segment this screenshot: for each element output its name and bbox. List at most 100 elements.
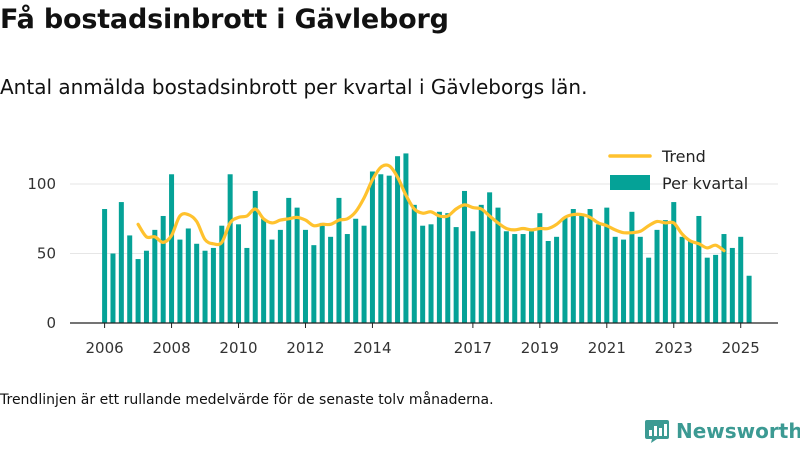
chart-subtitle: Antal anmälda bostadsinbrott per kvartal… <box>0 75 588 99</box>
bar <box>746 275 752 323</box>
bar <box>118 202 124 323</box>
bar <box>478 204 484 323</box>
bar <box>261 218 267 323</box>
y-tick-label: 50 <box>37 245 56 263</box>
bar <box>328 236 334 323</box>
bar <box>612 236 618 323</box>
bar <box>395 156 401 323</box>
bar <box>294 207 300 323</box>
footnote: Trendlinjen är ett rullande medelvärde f… <box>0 392 494 408</box>
trend-line <box>136 163 726 253</box>
bar <box>378 174 384 323</box>
bar <box>629 211 635 323</box>
bar <box>662 220 668 323</box>
bar <box>169 174 175 323</box>
bar <box>369 171 375 323</box>
bar <box>713 254 719 323</box>
bar <box>202 250 208 323</box>
bar <box>152 229 158 323</box>
bar <box>277 229 283 323</box>
bar <box>570 209 576 323</box>
bar <box>302 229 308 323</box>
x-tick-label: 2006 <box>86 339 124 357</box>
bar <box>135 259 141 323</box>
bar <box>520 234 526 323</box>
bar <box>688 240 693 323</box>
newsworthy-logo-icon <box>645 420 669 443</box>
bar <box>704 257 710 323</box>
bar <box>244 247 250 323</box>
bar <box>453 227 459 323</box>
bar <box>177 239 183 323</box>
bar <box>595 224 601 323</box>
x-tick-label: 2012 <box>286 339 324 357</box>
bar <box>361 225 367 323</box>
bar <box>252 190 258 323</box>
bar <box>420 225 426 323</box>
y-tick-label: 0 <box>46 314 56 332</box>
bar <box>587 209 593 323</box>
bar <box>411 204 417 323</box>
x-tick-label: 2019 <box>521 339 559 357</box>
bar <box>344 234 350 323</box>
bar <box>110 253 116 323</box>
bar <box>386 175 392 323</box>
bar <box>679 236 685 323</box>
x-tick-label: 2023 <box>655 339 693 357</box>
bar <box>545 240 551 323</box>
x-tick-label: 2008 <box>152 339 190 357</box>
bar <box>319 222 325 323</box>
bar <box>528 231 534 323</box>
bar <box>160 215 166 323</box>
bar <box>445 213 451 323</box>
bar <box>654 229 660 323</box>
bar <box>729 247 735 323</box>
bar <box>637 236 643 323</box>
x-tick-label: 2017 <box>454 339 492 357</box>
bar <box>554 236 560 323</box>
bar <box>428 224 434 323</box>
bar <box>512 234 518 323</box>
bar <box>403 153 409 323</box>
bar <box>219 225 225 323</box>
bar <box>227 174 233 323</box>
legend-bars-label: Per kvartal <box>662 174 748 193</box>
bar <box>738 236 744 323</box>
bar <box>621 239 627 323</box>
bar <box>604 207 610 323</box>
bar <box>503 231 509 323</box>
x-tick-label: 2025 <box>722 339 760 357</box>
bar <box>462 190 468 323</box>
bar <box>487 192 493 323</box>
bar <box>671 202 677 323</box>
bar <box>721 234 727 323</box>
bar <box>353 218 359 323</box>
bar <box>185 228 191 323</box>
bar <box>102 209 108 323</box>
bar <box>236 224 242 323</box>
legend-trend-label: Trend <box>661 147 706 166</box>
bar <box>562 217 568 323</box>
x-tick-label: 2010 <box>219 339 257 357</box>
bar <box>579 215 585 323</box>
bar <box>286 197 292 323</box>
bar <box>470 231 476 323</box>
bar <box>537 213 543 323</box>
bar <box>646 257 652 323</box>
chart-title: Få bostadsinbrott i Gävleborg <box>0 4 449 35</box>
x-tick-label: 2021 <box>588 339 626 357</box>
bar <box>143 250 149 323</box>
bar <box>336 197 342 323</box>
brand-name: Newsworthy <box>676 419 800 443</box>
bar <box>194 243 200 323</box>
bar <box>210 247 216 323</box>
bar <box>495 207 501 323</box>
x-tick-label: 2014 <box>353 339 391 357</box>
bar <box>311 245 317 323</box>
bar-chart: 0 50 100 2006 2008 2010 2012 2014 2017 2019 2021 20… <box>27 147 778 357</box>
bar <box>127 235 133 323</box>
newsworthy-logo: Newsworthy <box>644 418 800 444</box>
bar <box>696 215 702 323</box>
bar <box>269 239 275 323</box>
bar <box>436 211 442 323</box>
